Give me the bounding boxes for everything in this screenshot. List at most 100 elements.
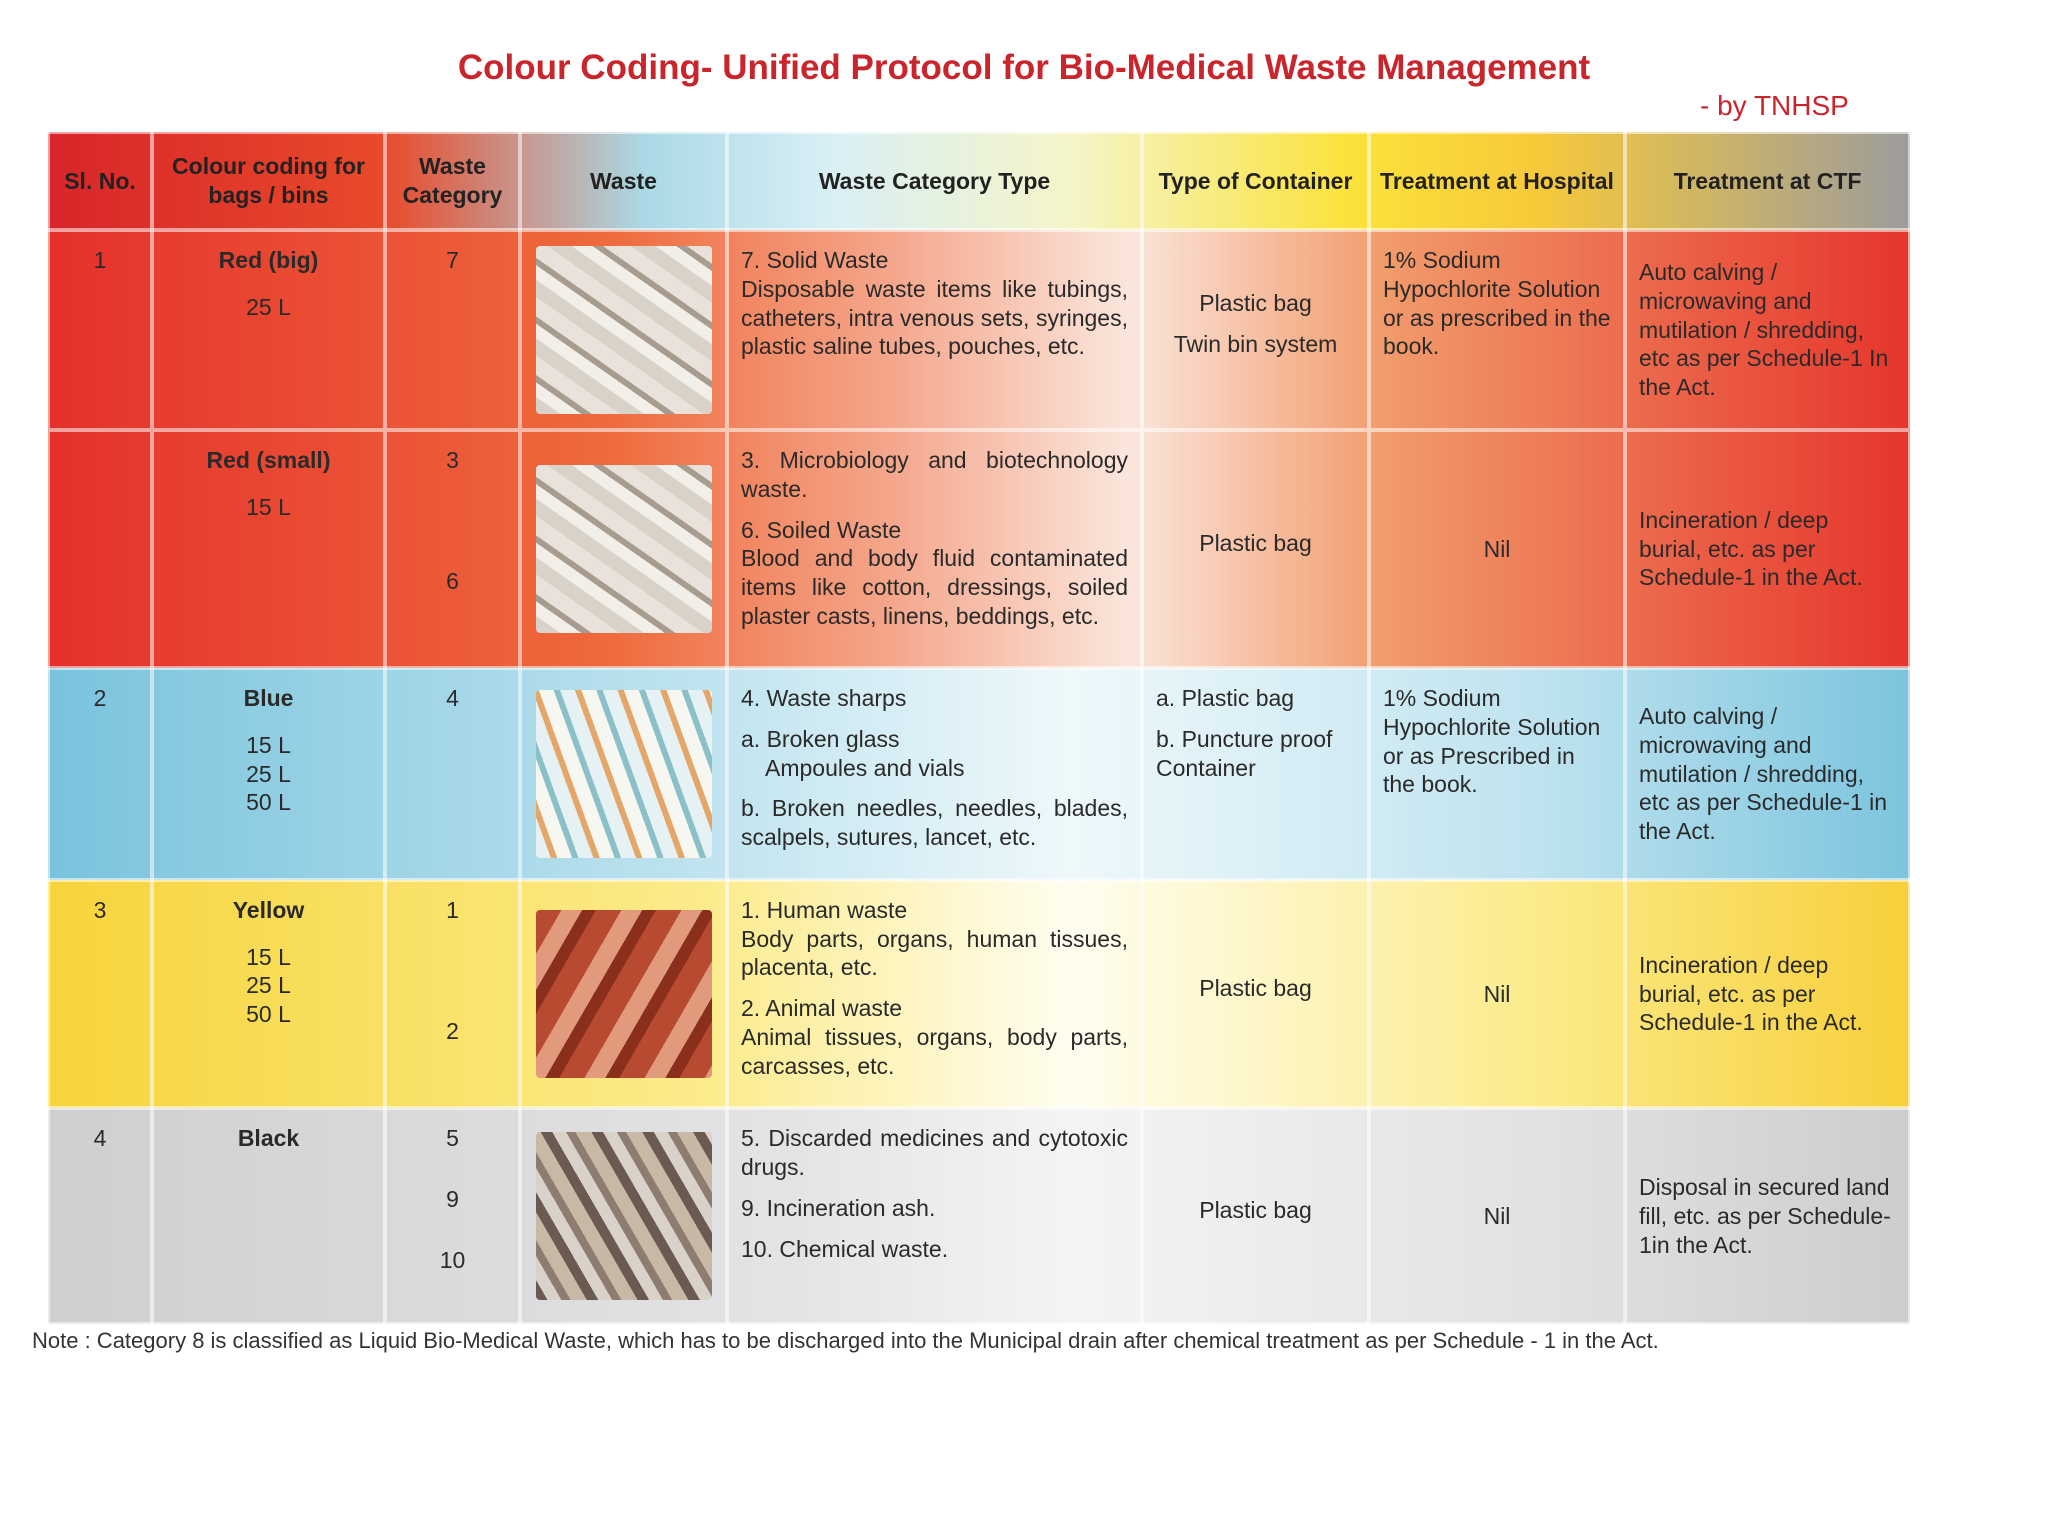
waste-photo-cell (518, 228, 729, 431)
ctf-treatment: Auto calving / microwaving and mutilatio… (1623, 666, 1912, 882)
sl-number: 3 (93, 896, 107, 923)
category-type-title: 1. Human waste (741, 896, 908, 923)
table-row: 4 Black 5 9 10 5. Discarded medicines and cyt… (46, 1106, 1912, 1327)
container-cell: Plastic bag (1140, 428, 1371, 670)
category-type-item: 6. Soiled Waste Blood and body fluid cont… (741, 516, 1128, 631)
category-number: 7 (446, 247, 459, 273)
table-row: 3 Yellow 15 L 25 L 50 L 1 2 1. Human waste Body … (46, 877, 1912, 1111)
category-number: 5 (446, 1125, 459, 1152)
column-header: Sl. No. (46, 130, 154, 232)
category-type-text: Blood and body fluid contaminated items … (741, 545, 1128, 629)
column-header: Waste Category (383, 130, 522, 232)
colour-cell: Yellow 15 L 25 L 50 L (150, 877, 387, 1111)
category-type-title: a. Broken glass (741, 725, 900, 752)
column-header: Waste (518, 130, 729, 232)
category-type-cell: 3. Microbiology and biotechnology waste.… (725, 428, 1144, 670)
table-row: Red (small) 15 L 3 6 3. Microbiology and bio… (46, 428, 1912, 670)
bin-colour: Blue (243, 685, 294, 711)
category-type-cell: 4. Waste sharps a. Broken glass Ampoules a… (725, 666, 1144, 882)
ctf-treatment: Incineration / deep burial, etc. as per … (1623, 877, 1912, 1111)
sl-cell: 2 (46, 666, 154, 882)
category-type-item: 5. Discarded medicines and cytotoxic dru… (741, 1124, 1128, 1182)
category-number: 9 (446, 1186, 459, 1212)
sl-number: 4 (93, 1125, 107, 1152)
sl-number: 2 (93, 685, 107, 711)
waste-photo (535, 910, 712, 1078)
bin-size: 25 L (246, 760, 291, 787)
category-cell: 7 (383, 228, 522, 431)
container-type: Plastic bag (1199, 974, 1312, 1001)
hospital-treatment: 1% Sodium Hypochlorite Solution or as Pr… (1367, 666, 1627, 882)
hospital-treatment: Nil (1367, 1106, 1627, 1327)
container-type: b. Puncture proof Container (1156, 725, 1333, 781)
category-type-item: 1. Human waste Body parts, organs, human … (741, 896, 1128, 982)
note: Note : Category 8 is classified as Liqui… (32, 1328, 1659, 1353)
sl-cell (46, 428, 154, 670)
category-type-text: Disposable waste items like tubings, cat… (741, 275, 1128, 360)
bin-colour: Black (237, 1125, 300, 1152)
category-type-title: 4. Waste sharps (741, 685, 907, 711)
colour-cell: Red (big) 25 L (150, 228, 387, 431)
category-number: 2 (446, 1017, 459, 1044)
container-cell: Plastic bag (1140, 1106, 1371, 1327)
category-type-title: 5. Discarded medicines and cytotoxic dru… (741, 1125, 1128, 1180)
header-row: Sl. No. Colour coding for bags / bins Wast… (46, 130, 1912, 232)
category-type-item: 9. Incineration ash. (741, 1194, 1128, 1223)
table-row: 2 Blue 15 L 25 L 50 L 4 4. Waste sharps a. Brok… (46, 666, 1912, 882)
sl-number: 1 (93, 247, 107, 273)
hospital-treatment: 1% Sodium Hypochlorite Solution or as pr… (1367, 228, 1627, 431)
category-type-item: 2. Animal waste Animal tissues, organs, b… (741, 994, 1128, 1080)
category-type-text: Ampoules and vials (765, 754, 965, 781)
category-type-title: 3. Microbiology and biotechnology waste. (741, 447, 1128, 502)
category-type-title: 7. Solid Waste (741, 247, 889, 273)
category-type-item: 4. Waste sharps (741, 684, 1128, 713)
category-type-text: Body parts, organs, human tissues, place… (741, 925, 1128, 981)
column-header: Type of Container (1140, 130, 1371, 232)
category-number: 1 (446, 896, 459, 923)
bin-colour: Yellow (232, 896, 305, 923)
bin-size: 25 L (246, 293, 291, 320)
category-type-item: b. Broken needles, needles, blades, scal… (741, 794, 1128, 852)
category-type-title: 9. Incineration ash. (741, 1194, 936, 1221)
waste-photo-cell (518, 666, 729, 882)
container-type: a. Plastic bag (1156, 685, 1295, 711)
category-type-cell: 7. Solid Waste Disposable waste items lik… (725, 228, 1144, 431)
waste-photo (535, 689, 712, 858)
sl-cell: 1 (46, 228, 154, 431)
container-type: Plastic bag (1199, 290, 1312, 317)
ctf-treatment: Disposal in secured land fill, etc. as p… (1623, 1106, 1912, 1327)
ctf-treatment: Auto calving / microwaving and mutilatio… (1623, 228, 1912, 431)
container-cell: Plastic bag Twin bin system (1140, 228, 1371, 431)
column-header: Waste Category Type (725, 130, 1144, 232)
waste-photo (535, 465, 712, 633)
container-cell: a. Plastic bag b. Puncture proof Containe… (1140, 666, 1371, 882)
container-type: Plastic bag (1199, 1196, 1312, 1223)
category-number: 4 (446, 685, 459, 711)
column-header: Treatment at Hospital (1367, 130, 1627, 232)
waste-photo-cell (518, 428, 729, 670)
category-type-item: a. Broken glass Ampoules and vials (741, 725, 1128, 783)
colour-cell: Red (small) 15 L (150, 428, 387, 670)
category-type-cell: 5. Discarded medicines and cytotoxic dru… (725, 1106, 1144, 1327)
waste-photo (535, 246, 712, 414)
table-body: 1 Red (big) 25 L 7 7. Solid Waste Disposable … (46, 228, 1912, 1327)
bin-size: 50 L (246, 789, 291, 816)
bin-colour: Red (big) (218, 247, 319, 273)
bin-size: 50 L (246, 1001, 291, 1027)
container-type: Twin bin system (1173, 331, 1338, 357)
category-type-text: Animal tissues, organs, body parts, carc… (741, 1023, 1128, 1079)
ctf-treatment: Incineration / deep burial, etc. as per … (1623, 428, 1912, 670)
bin-size: 15 L (246, 943, 291, 970)
category-type-item: 10. Chemical waste. (741, 1235, 1128, 1264)
waste-photo-cell (518, 1106, 729, 1327)
title: Colour Coding- Unified Protocol for Bio-… (457, 48, 1591, 87)
bin-size: 15 L (246, 493, 291, 520)
waste-table: Sl. No. Colour coding for bags / bins Wast… (46, 130, 1912, 1327)
category-number: 10 (439, 1246, 466, 1273)
byline: - by TNHSP (1700, 90, 1849, 121)
sl-cell: 3 (46, 877, 154, 1111)
column-header: Treatment at CTF (1623, 130, 1912, 232)
